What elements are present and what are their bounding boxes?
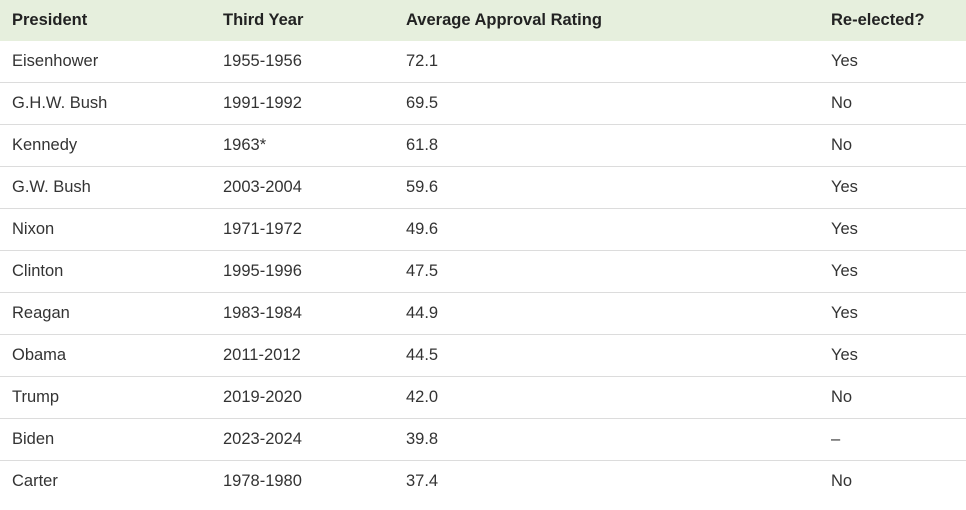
cell-third-year: 1971-1972 bbox=[211, 208, 394, 251]
cell-approval-rating: 37.4 bbox=[406, 472, 439, 490]
cell-approval-rating: 59.6 bbox=[394, 166, 819, 209]
column-header-re-elected: Re-elected? bbox=[831, 11, 925, 29]
cell-president: Nixon bbox=[0, 208, 211, 251]
cell-third-year: 2011-2012 bbox=[211, 334, 394, 377]
cell-approval-rating: 49.6 bbox=[394, 208, 819, 251]
cell-approval-rating: 44.5 bbox=[394, 334, 819, 377]
table-row: G.W. Bush 2003-2004 59.6 Yes bbox=[0, 166, 966, 209]
cell-president: Trump bbox=[0, 376, 211, 419]
cell-president: G.H.W. Bush bbox=[0, 82, 211, 125]
table-row: Obama 2011-2012 44.5 Yes bbox=[0, 334, 966, 377]
column-header-president: President bbox=[12, 11, 88, 29]
cell-president: Reagan bbox=[0, 292, 211, 335]
table-row: Eisenhower 1955-1956 72.1 Yes bbox=[0, 41, 966, 83]
cell-third-year: 1983-1984 bbox=[211, 292, 394, 335]
cell-re-elected: – bbox=[819, 418, 966, 461]
cell-president: Eisenhower bbox=[0, 41, 211, 83]
table-row: G.H.W. Bush 1991-1992 69.5 No bbox=[0, 82, 966, 125]
table-row: Biden 2023-2024 39.8 – bbox=[0, 418, 966, 461]
cell-third-year: 1991-1992 bbox=[211, 82, 394, 125]
cell-third-year: 1955-1956 bbox=[211, 41, 394, 83]
cell-president: Obama bbox=[0, 334, 211, 377]
cell-third-year: 2019-2020 bbox=[211, 376, 394, 419]
cell-re-elected: Yes bbox=[819, 166, 966, 209]
table-row: Carter 1978-1980 37.4 No bbox=[0, 461, 966, 503]
cell-third-year: 2023-2024 bbox=[211, 418, 394, 461]
table-header: President Third Year Average Approval Ra… bbox=[0, 0, 966, 41]
cell-third-year: 1963* bbox=[211, 124, 394, 167]
cell-approval-rating: 47.5 bbox=[394, 250, 819, 293]
cell-approval-rating: 39.8 bbox=[394, 418, 819, 461]
cell-re-elected: No bbox=[819, 376, 966, 419]
cell-re-elected: Yes bbox=[819, 292, 966, 335]
table-row: Clinton 1995-1996 47.5 Yes bbox=[0, 250, 966, 293]
cell-president: Carter bbox=[12, 472, 58, 490]
cell-approval-rating: 42.0 bbox=[394, 376, 819, 419]
cell-president: Kennedy bbox=[0, 124, 211, 167]
column-header-third-year: Third Year bbox=[223, 11, 304, 29]
table-body: Eisenhower 1955-1956 72.1 Yes G.H.W. Bus… bbox=[0, 41, 966, 502]
cell-approval-rating: 44.9 bbox=[394, 292, 819, 335]
table-row: Reagan 1983-1984 44.9 Yes bbox=[0, 292, 966, 335]
table-row: Trump 2019-2020 42.0 No bbox=[0, 376, 966, 419]
table-row: Nixon 1971-1972 49.6 Yes bbox=[0, 208, 966, 251]
cell-re-elected: Yes bbox=[819, 208, 966, 251]
cell-re-elected: No bbox=[831, 472, 853, 490]
cell-approval-rating: 72.1 bbox=[394, 41, 819, 83]
cell-president: Clinton bbox=[0, 250, 211, 293]
cell-third-year: 2003-2004 bbox=[211, 166, 394, 209]
cell-re-elected: Yes bbox=[819, 334, 966, 377]
table-row: Kennedy 1963* 61.8 No bbox=[0, 124, 966, 167]
cell-re-elected: No bbox=[819, 82, 966, 125]
cell-third-year: 1995-1996 bbox=[211, 250, 394, 293]
column-header-approval-rating: Average Approval Rating bbox=[406, 11, 602, 29]
cell-approval-rating: 69.5 bbox=[394, 82, 819, 125]
cell-president: G.W. Bush bbox=[0, 166, 211, 209]
cell-re-elected: Yes bbox=[819, 41, 966, 83]
cell-third-year: 1978-1980 bbox=[223, 472, 302, 490]
cell-approval-rating: 61.8 bbox=[394, 124, 819, 167]
cell-president: Biden bbox=[0, 418, 211, 461]
cell-re-elected: Yes bbox=[819, 250, 966, 293]
cell-re-elected: No bbox=[819, 124, 966, 167]
header-row: President Third Year Average Approval Ra… bbox=[0, 0, 966, 41]
